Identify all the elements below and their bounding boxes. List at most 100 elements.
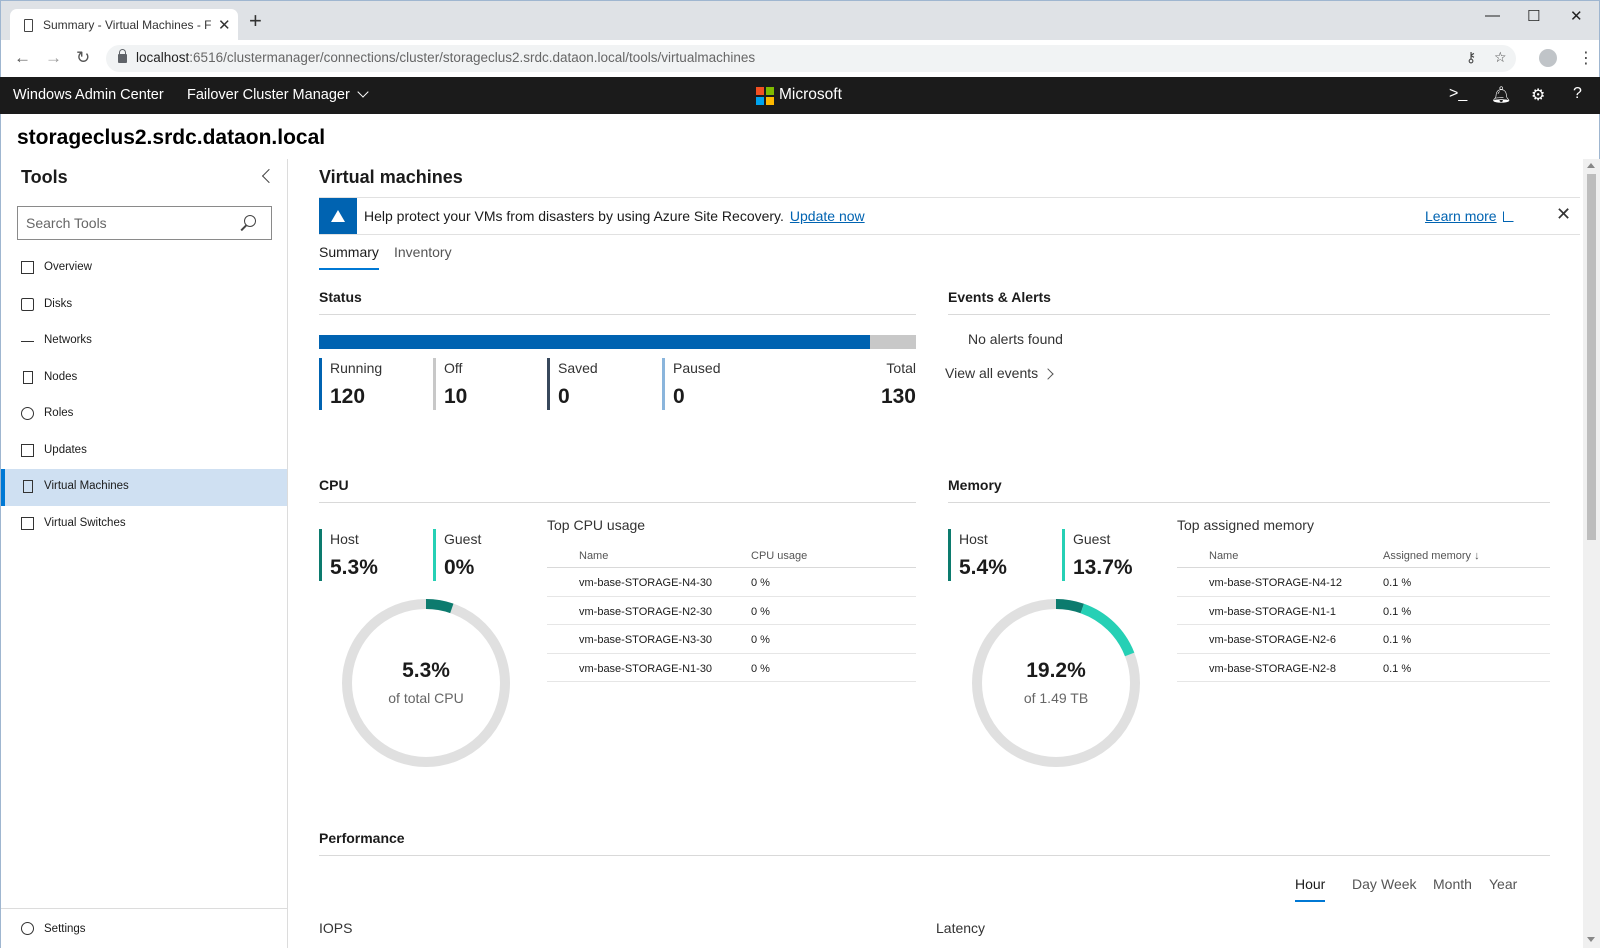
memory-guest-marker — [1062, 529, 1065, 581]
sidebar-item-roles[interactable]: Roles — [1, 396, 287, 433]
top-memory-table: Name Assigned memory ↓ vm-base-STORAGE-N… — [1177, 541, 1550, 682]
tab-inventory[interactable]: Inventory — [394, 244, 452, 260]
memory-guest-stat: Guest 13.7% — [1062, 529, 1162, 581]
memory-donut-value: 19.2% — [1026, 659, 1086, 682]
solution-switcher[interactable]: Failover Cluster Manager — [187, 86, 369, 103]
star-icon[interactable]: ☆ — [1494, 49, 1507, 65]
memory-host-marker — [948, 529, 951, 581]
sidebar-item-overview[interactable]: Overview — [1, 250, 287, 287]
update-now-link[interactable]: Update now — [789, 208, 865, 224]
cpu-guest-marker — [433, 529, 436, 581]
disk-icon — [21, 297, 34, 311]
scroll-thumb[interactable] — [1587, 174, 1596, 540]
events-divider — [948, 314, 1550, 315]
collapse-icon[interactable] — [261, 168, 277, 184]
brand-name: Microsoft — [779, 86, 842, 103]
close-icon[interactable]: ✕ — [1556, 204, 1572, 224]
sidebar-item-nodes[interactable]: Nodes — [1, 360, 287, 397]
maximize-icon[interactable]: ☐ — [1527, 8, 1541, 25]
browser-menu-icon[interactable]: ⋮ — [1578, 50, 1594, 67]
new-tab-icon[interactable]: + — [249, 8, 262, 33]
powershell-icon[interactable]: >_ — [1449, 85, 1468, 102]
memory-guest-arc — [1080, 603, 1135, 657]
browser-tabstrip: Summary - Virtual Machines - Fa ✕ + — ☐ … — [0, 0, 1600, 41]
tab-close-icon[interactable]: ✕ — [218, 17, 231, 34]
key-icon[interactable]: ⚷ — [1466, 49, 1477, 65]
top-cpu-title: Top CPU usage — [547, 517, 646, 533]
sidebar-item-networks[interactable]: Networks — [1, 323, 287, 360]
range-hour[interactable]: Hour — [1295, 876, 1326, 902]
col-cpu-usage-header[interactable]: CPU usage — [751, 550, 808, 562]
range-day[interactable]: Day — [1352, 876, 1377, 892]
help-icon[interactable]: ? — [1573, 85, 1582, 102]
col-assigned-memory-header[interactable]: Assigned memory ↓ — [1383, 550, 1480, 562]
table-row[interactable]: vm-base-STORAGE-N1-1 0.1 % — [1177, 597, 1550, 625]
view-all-events-link[interactable]: View all events — [945, 365, 1054, 381]
table-header: Name CPU usage — [547, 541, 916, 568]
browser-tab[interactable]: Summary - Virtual Machines - Fa ✕ — [10, 9, 238, 41]
running-fill — [319, 335, 871, 349]
table-row[interactable]: vm-base-STORAGE-N4-12 0.1 % — [1177, 568, 1550, 597]
notifications-icon[interactable]: 🔔︎ — [1491, 87, 1512, 104]
forward-icon[interactable]: → — [45, 48, 62, 67]
table-header: Name Assigned memory ↓ — [1177, 541, 1550, 568]
range-year[interactable]: Year — [1489, 876, 1518, 892]
learn-more-link[interactable]: Learn more — [1425, 208, 1497, 224]
col-name-header[interactable]: Name — [1209, 550, 1239, 562]
address-bar: ← → ↻ localhost:6516/clustermanager/conn… — [0, 40, 1600, 77]
url-field[interactable]: localhost:6516/clustermanager/connection… — [106, 45, 1516, 72]
running-marker — [319, 358, 322, 410]
search-input[interactable] — [18, 207, 238, 239]
performance-title: Performance — [319, 830, 405, 846]
table-row[interactable]: vm-base-STORAGE-N1-30 0 % — [547, 654, 916, 682]
scrollbar[interactable] — [1583, 159, 1600, 948]
profile-icon[interactable] — [1539, 49, 1557, 67]
lock-icon — [118, 49, 127, 63]
scroll-up-icon[interactable] — [1587, 163, 1595, 168]
range-month[interactable]: Month — [1433, 876, 1472, 892]
main-content: Virtual machines Help protect your VMs f… — [288, 159, 1583, 948]
tab-summary[interactable]: Summary — [319, 244, 379, 270]
back-icon[interactable]: ← — [14, 48, 31, 67]
latency-label: Latency — [936, 920, 986, 936]
settings-icon — [21, 922, 34, 935]
external-link-icon — [1503, 211, 1514, 222]
search-icon[interactable] — [244, 215, 256, 227]
table-row[interactable]: vm-base-STORAGE-N2-8 0.1 % — [1177, 654, 1550, 682]
sidebar-item-virtual-machines[interactable]: Virtual Machines — [1, 469, 287, 506]
window-close-icon[interactable]: ✕ — [1570, 8, 1583, 25]
table-row[interactable]: vm-base-STORAGE-N2-6 0.1 % — [1177, 625, 1550, 654]
cpu-donut-value: 5.3% — [402, 659, 450, 682]
table-row[interactable]: vm-base-STORAGE-N4-30 0 % — [547, 568, 916, 597]
col-name-header[interactable]: Name — [579, 550, 609, 562]
memory-donut-sub: of 1.49 TB — [1023, 690, 1089, 706]
reload-icon[interactable]: ↻ — [76, 48, 91, 67]
memory-host-stat: Host 5.4% — [948, 529, 1048, 581]
sidebar-item-updates[interactable]: Updates — [1, 433, 287, 470]
total-stat: Total 130 — [880, 360, 916, 408]
memory-donut-chart — [972, 599, 1140, 767]
app-header: Windows Admin Center Failover Cluster Ma… — [0, 77, 1600, 114]
range-week[interactable]: Week — [1381, 876, 1417, 892]
tool-title: Virtual machines — [319, 167, 463, 187]
sidebar-item-disks[interactable]: Disks — [1, 287, 287, 324]
table-row[interactable]: vm-base-STORAGE-N3-30 0 % — [547, 625, 916, 654]
settings-gear-icon[interactable]: ⚙ — [1531, 87, 1546, 104]
network-icon — [21, 334, 34, 342]
chevron-right-icon — [1042, 368, 1054, 380]
top-cpu-table: Name CPU usage vm-base-STORAGE-N4-30 0 %… — [547, 541, 916, 682]
cpu-divider — [319, 502, 916, 503]
sidebar-item-settings[interactable]: Settings — [1, 908, 287, 948]
cpu-donut-sub: of total CPU — [388, 690, 464, 706]
update-icon — [21, 443, 34, 457]
tools-title: Tools — [21, 167, 68, 187]
sidebar-item-virtual-switches[interactable]: Virtual Switches — [1, 506, 287, 543]
cpu-host-arc — [425, 599, 454, 614]
minimize-icon[interactable]: — — [1485, 7, 1500, 24]
table-row[interactable]: vm-base-STORAGE-N2-30 0 % — [547, 597, 916, 625]
chevron-down-icon — [357, 86, 369, 98]
app-title[interactable]: Windows Admin Center — [13, 87, 164, 103]
scroll-down-icon[interactable] — [1587, 937, 1595, 942]
top-memory-title: Top assigned memory — [1177, 517, 1314, 533]
search-tools-box — [17, 206, 272, 240]
